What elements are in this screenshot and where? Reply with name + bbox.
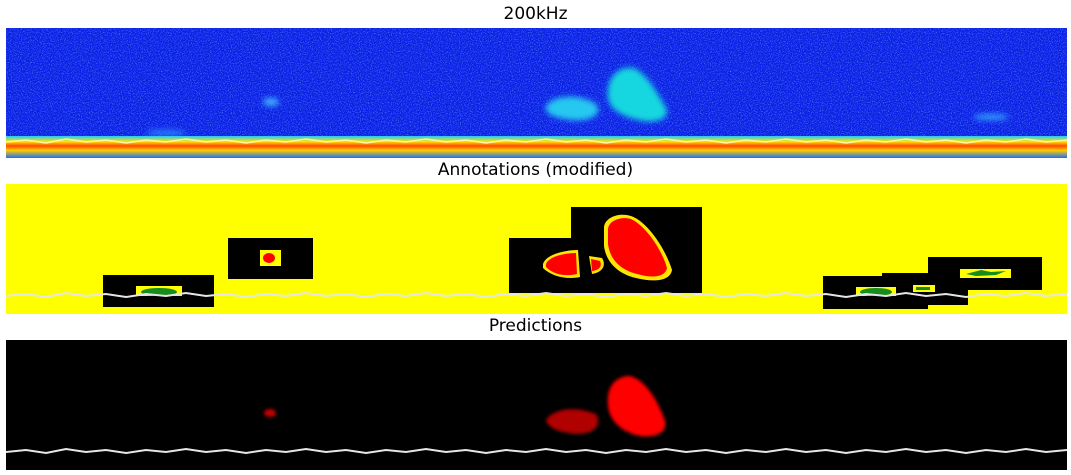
annotations-title: Annotations (modified): [437, 160, 634, 180]
region-red-medium2: [591, 259, 601, 271]
predictions-panel: [6, 340, 1067, 470]
predictions-image: [6, 340, 1067, 470]
seabed-line-predictions: [6, 447, 1067, 455]
prediction-large: [607, 376, 666, 437]
region-red-large: [608, 218, 667, 277]
school-medium: [545, 96, 599, 121]
fish-schools: [146, 67, 1009, 136]
region-green-6: [916, 287, 930, 290]
school-large: [607, 67, 667, 122]
annotations-image: [6, 184, 1067, 314]
region-red-small: [263, 253, 275, 263]
region-green-7: [966, 270, 1006, 276]
echogram-title: 200kHz: [503, 4, 568, 24]
school-left: [146, 130, 186, 136]
annotation-regions: [136, 214, 1011, 296]
school-right: [973, 114, 1009, 120]
predicted-regions: [264, 376, 666, 437]
school-small: [263, 98, 279, 106]
prediction-small: [264, 409, 276, 417]
prediction-medium: [546, 409, 599, 434]
prediction-background: [6, 340, 1067, 470]
echogram-200khz-panel: [6, 28, 1067, 158]
seabed-surface-line: [6, 138, 1067, 144]
seabed-line: [6, 291, 1067, 299]
predictions-title: Predictions: [488, 316, 583, 336]
annotations-panel: [6, 184, 1067, 314]
echogram-image: [6, 28, 1067, 158]
region-red-medium: [546, 253, 577, 276]
